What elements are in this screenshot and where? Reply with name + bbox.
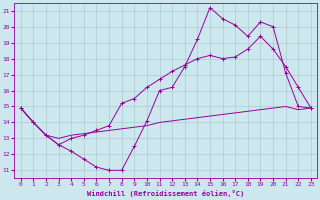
X-axis label: Windchill (Refroidissement éolien,°C): Windchill (Refroidissement éolien,°C) [87, 190, 244, 197]
